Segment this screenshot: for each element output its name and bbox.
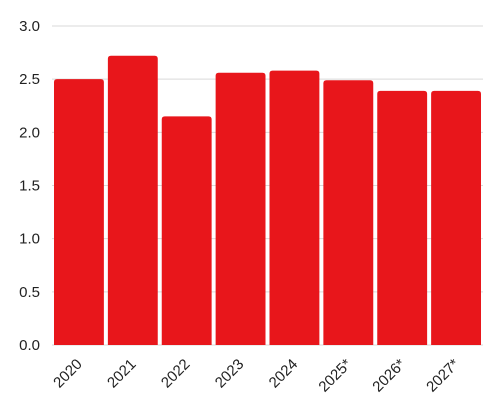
- x-axis-tick-labels: 2020 2021 2022 2023 2024 2025* 2026* 2027*: [50, 356, 463, 396]
- bar-2025-est: [323, 80, 374, 345]
- y-tick-label: 2.0: [19, 124, 40, 141]
- x-tick-label: 2026*: [369, 356, 409, 396]
- y-tick-label: 0.0: [19, 337, 40, 354]
- bar-2022: [161, 116, 212, 345]
- bar-2027-est: [431, 90, 481, 345]
- y-tick-label: 2.5: [19, 71, 40, 88]
- bar-2020: [54, 79, 104, 346]
- x-tick-label: 2020: [50, 356, 86, 392]
- y-tick-label: 0.5: [19, 284, 40, 301]
- y-tick-label: 1.0: [19, 231, 40, 248]
- y-axis-tick-labels: 0.0 0.5 1.0 1.5 2.0 2.5 3.0: [19, 18, 40, 354]
- x-tick-label: 2023: [212, 356, 248, 392]
- bars: [54, 55, 481, 346]
- bar-2026-est: [377, 90, 428, 345]
- bar-2024: [269, 70, 320, 345]
- y-tick-label: 1.5: [19, 178, 40, 195]
- x-tick-label: 2021: [104, 356, 140, 392]
- x-tick-label: 2025*: [315, 356, 355, 396]
- bar-2021: [107, 55, 158, 345]
- x-tick-label: 2022: [158, 356, 194, 392]
- y-tick-label: 3.0: [19, 18, 40, 35]
- x-tick-label: 2027*: [423, 356, 463, 396]
- bar-2023: [215, 72, 266, 345]
- x-tick-label: 2024: [266, 356, 302, 392]
